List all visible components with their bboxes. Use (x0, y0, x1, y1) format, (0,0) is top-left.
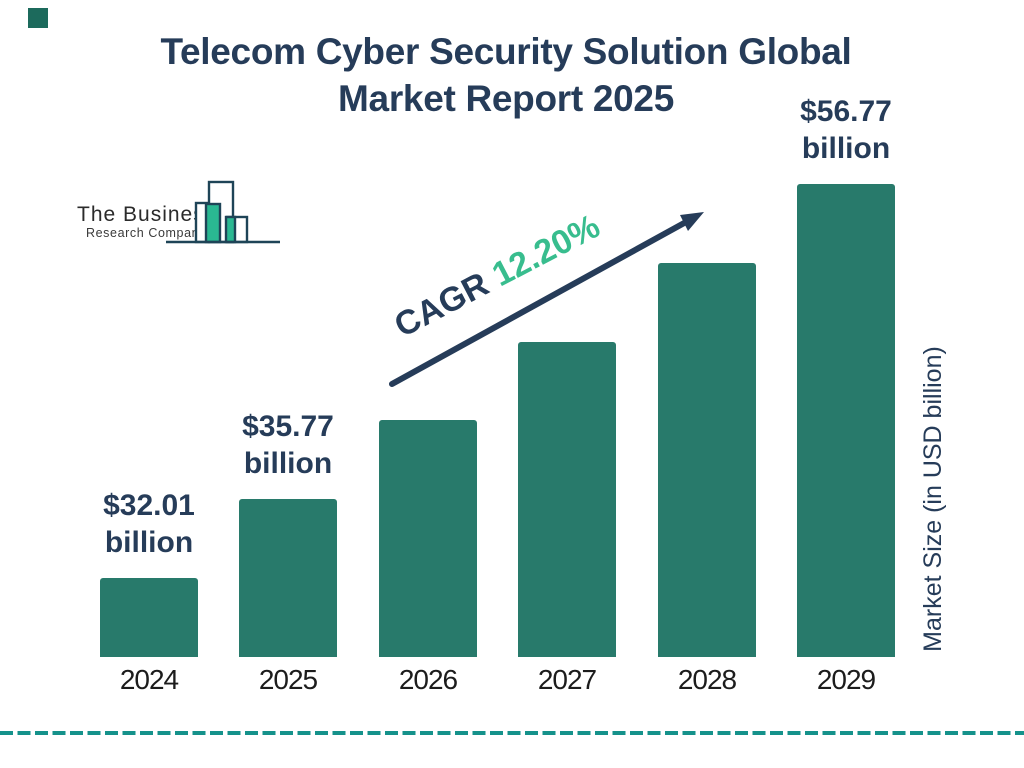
year-label-2027: 2027 (537, 664, 597, 695)
chart-title: Telecom Cyber Security Solution Global M… (0, 28, 1012, 122)
value-label-2029: $56.77 billion (761, 93, 931, 167)
bar-2026 (379, 420, 477, 657)
bar-2027 (518, 342, 616, 657)
year-label-2025: 2025 (258, 664, 318, 695)
year-label-2028: 2028 (677, 664, 737, 695)
value-unit-2025: billion (243, 447, 333, 480)
value-amount-2025: $35.77 (242, 410, 334, 443)
y-axis-label: Market Size (in USD billion) (919, 346, 947, 652)
year-label-2029: 2029 (816, 664, 876, 695)
value-label-2024: $32.01 billion (64, 487, 234, 561)
cagr-annotation: CAGR12.20% (388, 207, 606, 345)
cagr-value: 12.20% (486, 207, 606, 295)
cagr-label: CAGR (388, 265, 495, 345)
chart-title-line1: Telecom Cyber Security Solution Global (160, 31, 852, 72)
bar-2024 (100, 578, 198, 657)
year-label-2026: 2026 (398, 664, 458, 695)
value-amount-2029: $56.77 (800, 95, 892, 128)
chart-title-line2: Market Report 2025 (338, 78, 674, 119)
corner-accent-square (28, 8, 48, 28)
logo-subname: Research Company (86, 226, 207, 240)
bar-2025 (239, 499, 337, 657)
value-amount-2024: $32.01 (103, 489, 195, 522)
value-label-2025: $35.77 billion (203, 408, 373, 482)
value-unit-2029: billion (801, 132, 891, 165)
logo-name: The Business (77, 203, 217, 226)
bar-2028 (658, 263, 756, 657)
bottom-dashed-line (0, 731, 1024, 735)
bar-2029 (797, 184, 895, 657)
year-label-2024: 2024 (119, 664, 179, 695)
value-unit-2024: billion (104, 526, 194, 559)
bar-chart-logo-icon (166, 180, 280, 244)
